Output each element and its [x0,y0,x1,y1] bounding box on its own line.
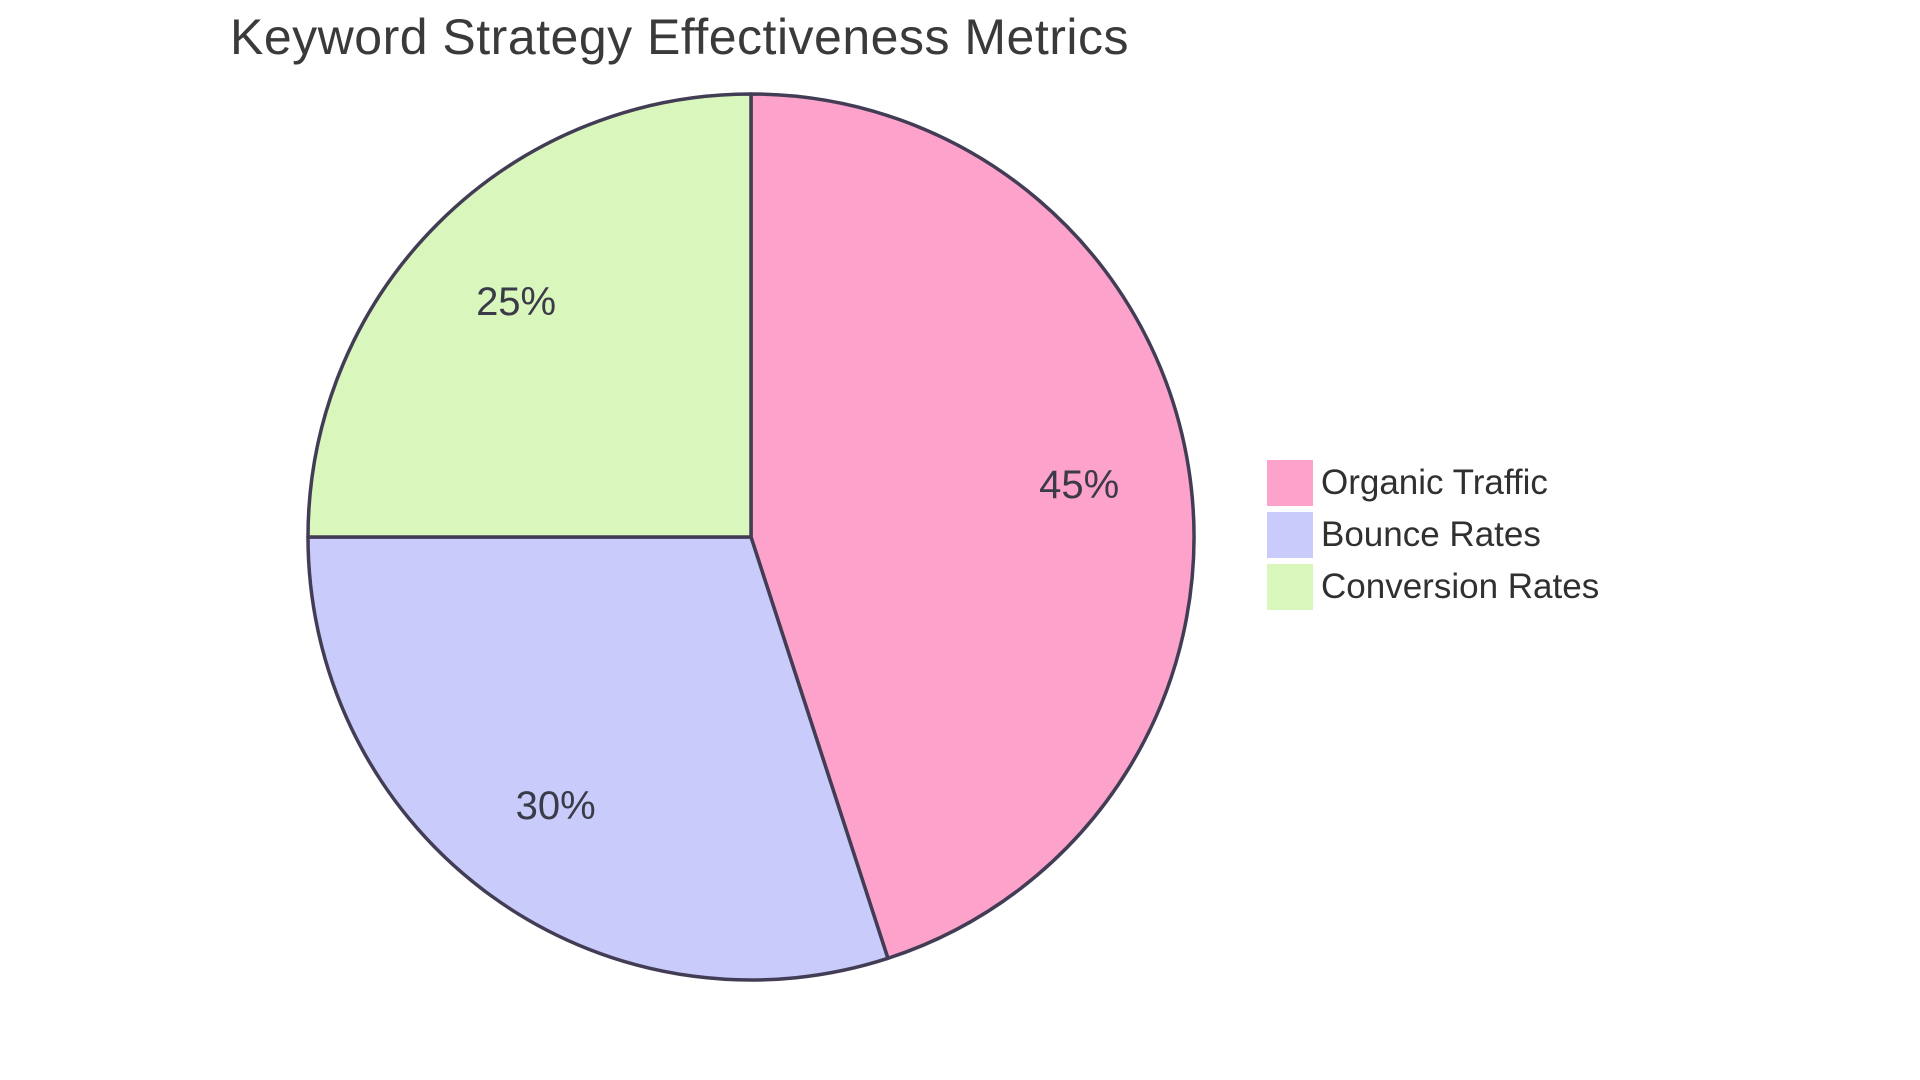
pie-slice-organic-traffic[interactable] [749,92,1196,961]
legend-item-conversion-rates[interactable]: Conversion Rates [1267,564,1599,610]
legend-swatch-bounce-rates [1267,512,1313,558]
legend-label-organic-traffic: Organic Traffic [1321,463,1548,502]
chart-title: Keyword Strategy Effectiveness Metrics [230,9,1129,65]
legend-label-bounce-rates: Bounce Rates [1321,515,1541,554]
legend-item-organic-traffic[interactable]: Organic Traffic [1267,460,1599,506]
legend-swatch-organic-traffic [1267,460,1313,506]
pie-slice-bounce-rates[interactable] [306,535,890,982]
pie-slice-label: 25% [476,280,556,324]
pie-slice-conversion-rates[interactable] [306,92,753,539]
legend: Organic Traffic Bounce Rates Conversion … [1267,460,1599,610]
legend-item-bounce-rates[interactable]: Bounce Rates [1267,512,1599,558]
legend-swatch-conversion-rates [1267,564,1313,610]
pie-slice-label: 30% [516,784,596,828]
pie-slice-label: 45% [1039,463,1119,507]
legend-label-conversion-rates: Conversion Rates [1321,567,1600,606]
